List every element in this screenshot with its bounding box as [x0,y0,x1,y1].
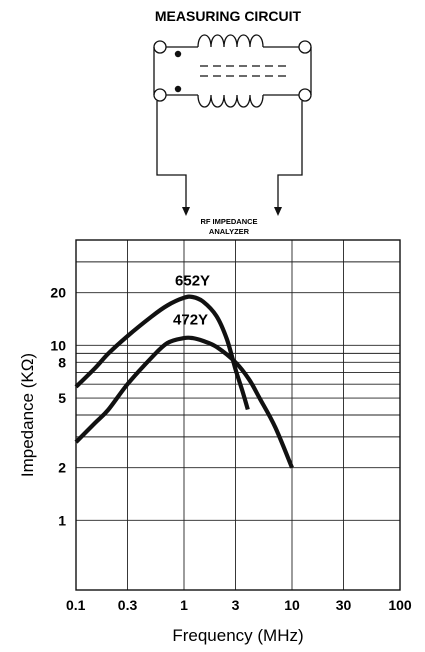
x-tick-label: 0.1 [66,597,86,613]
circuit-title: MEASURING CIRCUIT [155,8,302,24]
coil-bottom [197,94,264,108]
x-tick-label: 0.3 [118,597,138,613]
x-tick-label: 10 [284,597,300,613]
x-tick-label: 3 [232,597,240,613]
plot-frame [75,239,401,591]
x-tick-label: 30 [336,597,352,613]
terminal-bottom-right [298,88,312,102]
series-label-652y: 652Y [175,272,210,289]
terminal-bottom-left [153,88,167,102]
x-tick-label: 1 [180,597,188,613]
arrow-left [182,207,190,216]
y-tick-labels: 1 2 5 810 20 [50,285,66,529]
coil-top [197,34,264,48]
series-label-472y: 472Y [173,311,208,328]
y-axis-title: Impedance (KΩ) [18,353,37,477]
polarity-dot-bottom [174,85,182,93]
terminal-top-right [298,40,312,54]
series-line-652y [74,294,250,411]
series-annotations: 652Y 472Y [173,272,210,328]
analyzer-label-line2: ANALYZER [209,227,250,236]
x-tick-labels: 0.1 0.3 1 3 10 30 100 [66,597,412,613]
series-lines [74,294,294,469]
y-tick-label: 5 [58,390,66,406]
core-dashes [200,65,290,77]
inductor-schematic [153,34,312,108]
series-line-472y [74,335,294,469]
analyzer-label-line1: RF IMPEDANCE [200,217,257,226]
y-tick-label: 8 [58,354,66,370]
terminal-top-left [153,40,167,54]
y-tick-label: 20 [50,285,66,301]
y-tick-label: 2 [58,460,66,476]
x-axis-title: Frequency (MHz) [172,626,303,645]
y-tick-label: 1 [58,512,66,528]
grid-lines [75,239,401,590]
arrow-right [274,207,282,216]
polarity-dot-top [174,50,182,58]
analyzer-leads [156,101,303,210]
x-tick-label: 100 [388,597,412,613]
y-tick-label: 10 [50,337,66,353]
measuring-circuit: MEASURING CIRCUIT [153,8,312,236]
